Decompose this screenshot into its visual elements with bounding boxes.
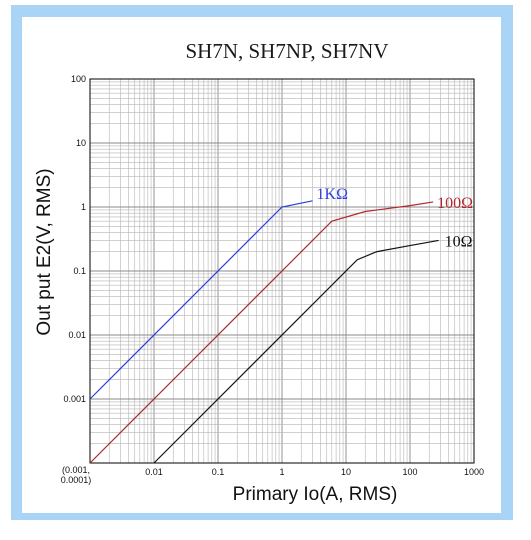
x-tick-label: 100 <box>402 467 417 477</box>
y-tick-label: 100 <box>71 74 86 84</box>
tick-labels: 0.01 0.1 1 10 100 1000 100 10 1 0.1 0.01 0.001 <box>63 74 484 477</box>
y-tick-label: 0.1 <box>73 266 86 276</box>
chart-title: SH7N, SH7NP, SH7NV <box>185 39 388 63</box>
series-label-1: 1KΩ <box>317 186 349 203</box>
series-line-3 <box>153 239 439 464</box>
y-tick-label: 0.01 <box>68 330 86 340</box>
x-axis-title: Primary Io(A, RMS) <box>233 484 398 505</box>
plot-frame <box>89 78 475 464</box>
y-origin-label: 0.0001) <box>61 475 92 485</box>
series-label-3: 10Ω <box>445 233 473 250</box>
chart-panel <box>22 17 501 513</box>
x-tick-label: 0.01 <box>145 467 163 477</box>
y-tick-label: 10 <box>76 138 86 148</box>
x-tick-label: 1 <box>279 467 284 477</box>
series-label-2: 100Ω <box>437 195 473 212</box>
series-line-2 <box>89 201 434 464</box>
y-tick-label: 1 <box>81 202 86 212</box>
series-line-1 <box>89 200 313 400</box>
x-origin-label: (0.001, <box>62 465 90 475</box>
x-tick-label: 10 <box>341 467 351 477</box>
x-tick-label: 0.1 <box>212 467 225 477</box>
y-axis-title: Out put E2(V, RMS) <box>34 168 55 335</box>
y-tick-label: 0.001 <box>63 394 86 404</box>
x-tick-label: 1000 <box>464 467 484 477</box>
series-layer: 1KΩ 100Ω 10Ω <box>89 186 473 464</box>
